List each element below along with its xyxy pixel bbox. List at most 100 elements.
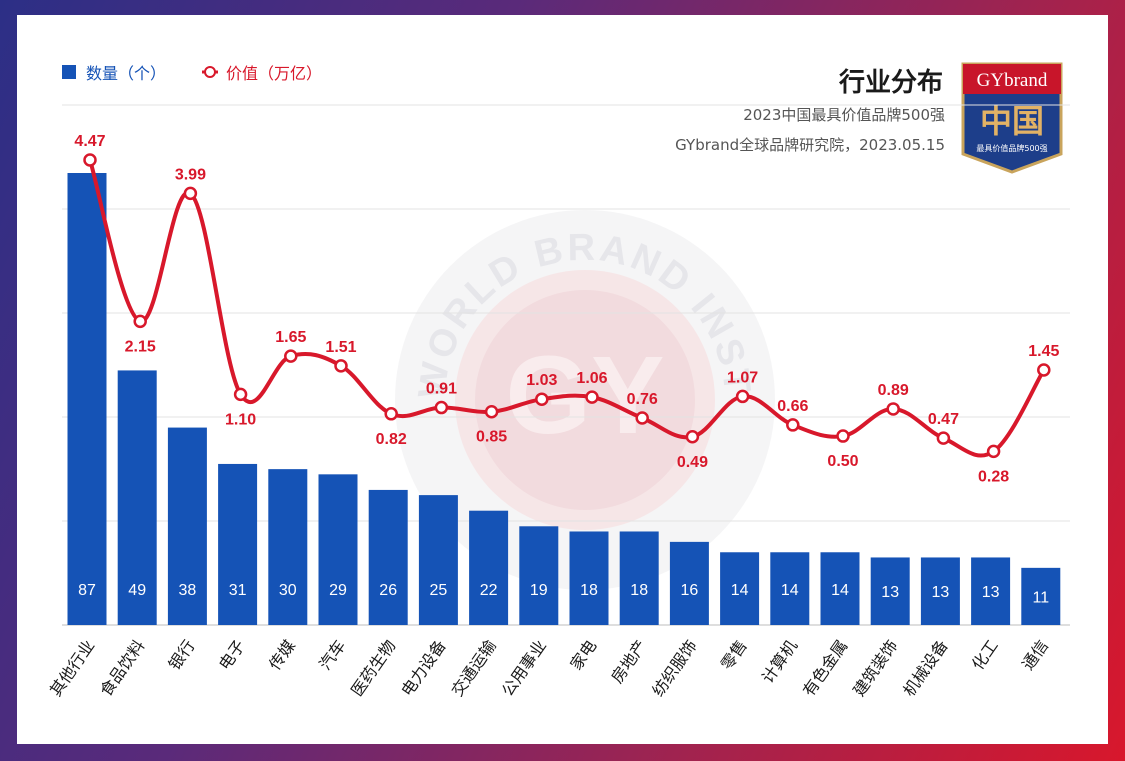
value-series-line bbox=[88, 158, 1046, 458]
bar-value-label: 31 bbox=[229, 582, 247, 599]
bar-4 bbox=[268, 469, 308, 625]
bar-7 bbox=[418, 495, 458, 625]
line-point-7 bbox=[434, 400, 449, 415]
bar-15 bbox=[820, 552, 860, 625]
bar-value-label: 87 bbox=[78, 582, 96, 599]
x-tick-label: 电力设备 bbox=[397, 636, 449, 699]
bar-value-label: 13 bbox=[982, 584, 1000, 601]
bar-value-label: 30 bbox=[279, 582, 297, 599]
x-tick-label: 房地产 bbox=[607, 636, 650, 686]
legend-bar-label: 数量（个） bbox=[86, 64, 167, 83]
line-value-label: 1.03 bbox=[526, 372, 557, 389]
badge-top-text: GYbrand bbox=[977, 70, 1048, 91]
brand-badge-logo: GYbrand 中国 最具价值品牌500强 bbox=[961, 62, 1063, 174]
bar-value-label: 18 bbox=[580, 582, 598, 599]
bar-8 bbox=[469, 510, 509, 625]
line-point-11 bbox=[635, 411, 649, 425]
line-value-label: 0.28 bbox=[978, 468, 1009, 485]
bar-value-label: 25 bbox=[430, 582, 448, 599]
x-tick-label: 医药生物 bbox=[347, 636, 399, 699]
line-value-label: 3.99 bbox=[175, 166, 206, 183]
line-value-label: 1.10 bbox=[225, 411, 256, 428]
line-value-label: 1.07 bbox=[727, 369, 758, 386]
legend-line-label: 价值（万亿） bbox=[226, 64, 323, 83]
line-point-9 bbox=[535, 392, 549, 406]
x-tick-label: 纺织服饰 bbox=[648, 636, 700, 699]
x-tick-label: 计算机 bbox=[758, 636, 801, 686]
bar-value-label: 22 bbox=[480, 582, 498, 599]
line-point-3 bbox=[233, 387, 248, 402]
line-point-2 bbox=[183, 186, 198, 201]
x-tick-label: 交通运输 bbox=[448, 636, 500, 699]
line-value-label: 1.06 bbox=[576, 370, 607, 387]
bar-19 bbox=[1021, 567, 1061, 625]
x-tick-label: 有色金属 bbox=[799, 636, 851, 699]
x-tick-label: 化工 bbox=[968, 636, 1002, 673]
line-point-17 bbox=[936, 431, 951, 445]
bar-value-label: 38 bbox=[179, 582, 197, 599]
chart-subtitle-source: GYbrand全球品牌研究院，2023.05.15 bbox=[675, 136, 945, 154]
line-point-13 bbox=[735, 389, 750, 404]
bar-3 bbox=[218, 463, 258, 625]
bar-0 bbox=[67, 173, 107, 625]
line-value-label: 0.91 bbox=[426, 381, 457, 398]
bar-11 bbox=[619, 531, 659, 625]
line-value-label: 0.66 bbox=[777, 398, 808, 415]
bar-2 bbox=[167, 427, 207, 625]
line-value-label: 1.51 bbox=[325, 339, 356, 356]
line-value-label: 2.15 bbox=[125, 338, 156, 355]
bar-1 bbox=[117, 370, 157, 625]
line-point-16 bbox=[886, 402, 900, 416]
bar-value-label: 18 bbox=[630, 582, 648, 599]
bar-12 bbox=[669, 541, 709, 625]
bar-value-label: 14 bbox=[731, 582, 749, 599]
line-value-label: 0.82 bbox=[376, 431, 407, 448]
bar-value-label: 13 bbox=[932, 584, 950, 601]
line-value-label: 1.65 bbox=[275, 329, 306, 346]
line-value-label: 0.49 bbox=[677, 454, 708, 471]
bar-16 bbox=[870, 557, 910, 625]
x-tick-label: 其他行业 bbox=[46, 636, 98, 699]
line-value-label: 0.76 bbox=[627, 391, 658, 408]
bar-value-label: 29 bbox=[329, 582, 347, 599]
bar-value-label: 49 bbox=[128, 582, 146, 599]
line-value-label: 0.50 bbox=[827, 453, 858, 470]
bar-14 bbox=[770, 552, 810, 625]
line-value-label: 0.85 bbox=[476, 429, 507, 446]
line-point-6 bbox=[384, 407, 398, 421]
legend-line-marker-icon bbox=[202, 66, 219, 78]
bar-9 bbox=[519, 526, 559, 625]
line-value-label: 0.89 bbox=[878, 382, 909, 399]
line-point-10 bbox=[585, 390, 599, 404]
bar-value-label: 16 bbox=[681, 582, 699, 599]
x-tick-label: 通信 bbox=[1018, 636, 1052, 673]
bar-value-label: 14 bbox=[831, 582, 849, 599]
bar-5 bbox=[318, 474, 358, 625]
bar-value-label: 14 bbox=[781, 582, 799, 599]
x-tick-label: 建筑装饰 bbox=[849, 636, 901, 699]
bar-13 bbox=[720, 552, 760, 625]
legend-bar-swatch bbox=[62, 65, 76, 79]
badge-middle-text: 中国 bbox=[980, 102, 1044, 140]
bar-17 bbox=[920, 557, 960, 625]
line-point-19 bbox=[1037, 363, 1051, 377]
x-tick-label: 汽车 bbox=[315, 636, 349, 673]
bar-value-label: 26 bbox=[379, 582, 397, 599]
line-point-8 bbox=[484, 404, 499, 419]
line-point-1 bbox=[133, 314, 147, 329]
x-tick-label: 银行 bbox=[165, 636, 199, 673]
x-tick-label: 零售 bbox=[717, 636, 751, 673]
line-point-15 bbox=[836, 429, 850, 443]
line-value-label: 0.47 bbox=[928, 411, 959, 428]
line-value-label: 1.45 bbox=[1028, 343, 1059, 360]
x-tick-label: 食品饮料 bbox=[96, 636, 148, 699]
x-tick-label: 电子 bbox=[215, 636, 249, 673]
x-tick-label: 传媒 bbox=[265, 636, 299, 673]
x-tick-label: 公用事业 bbox=[498, 636, 550, 699]
bar-value-label: 11 bbox=[1032, 589, 1049, 606]
chart-title: 行业分布 bbox=[838, 68, 943, 98]
bar-value-label: 13 bbox=[881, 584, 899, 601]
line-point-18 bbox=[986, 444, 1001, 459]
line-point-4 bbox=[284, 349, 298, 363]
